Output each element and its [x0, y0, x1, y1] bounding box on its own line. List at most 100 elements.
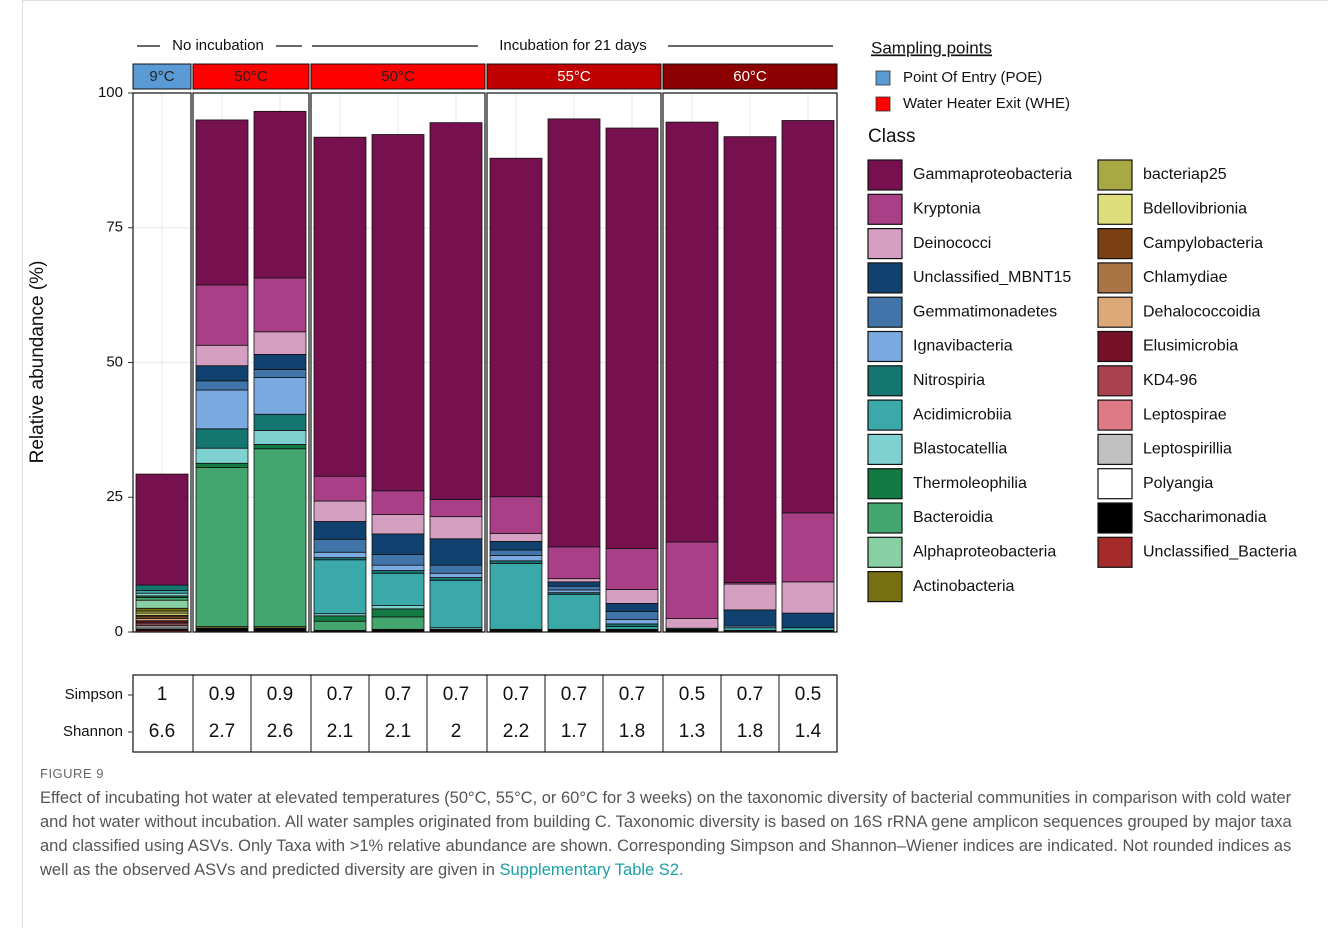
bar-segment	[605, 589, 659, 604]
legend-label: Water Heater Exit (WHE)	[903, 95, 1070, 112]
bar-segment	[253, 413, 307, 431]
legend-swatch	[1097, 296, 1133, 328]
bar-segment	[253, 430, 307, 445]
bar-segment	[723, 609, 777, 627]
panel-label: 55°C	[557, 68, 591, 85]
panel-border	[486, 92, 662, 633]
bar-segment	[253, 354, 307, 370]
bar-segment	[429, 564, 483, 574]
bar-segment	[253, 448, 307, 628]
bar-segment	[253, 627, 307, 632]
bar-segment	[253, 369, 307, 378]
group-header: No incubation	[172, 37, 264, 54]
legend-label: Campylobacteria	[1143, 235, 1263, 252]
legend-swatch	[867, 570, 903, 603]
panel-border	[132, 92, 192, 633]
y-tick-label: 50	[106, 353, 123, 370]
legend-label: bacteriap25	[1143, 166, 1227, 183]
table-value: 2.1	[385, 721, 411, 742]
legend-label: Point Of Entry (POE)	[903, 69, 1042, 86]
bar-segment	[313, 615, 367, 622]
bar-segment	[605, 603, 659, 612]
legend-label: Polyangia	[1143, 475, 1213, 492]
legend-swatch	[1097, 159, 1133, 191]
legend-label: Gemmatimonadetes	[913, 303, 1057, 320]
bar-segment	[547, 118, 601, 548]
legend-label: Kryptonia	[913, 201, 981, 218]
bar-segment	[665, 618, 719, 629]
legend-label: Thermoleophilia	[913, 475, 1027, 492]
bar-segment	[547, 578, 601, 583]
bar-segment	[547, 546, 601, 580]
bar-segment	[253, 331, 307, 355]
legend-swatch	[867, 433, 903, 465]
table-value: 1.8	[737, 721, 763, 742]
bar-segment	[195, 365, 249, 382]
legend-label: Actinobacteria	[913, 578, 1014, 595]
bar-segment	[371, 553, 425, 566]
legend-label: Bdellovibrionia	[1143, 201, 1247, 218]
table-value: 0.9	[209, 684, 235, 705]
bar-segment	[547, 589, 601, 594]
legend-swatch	[1097, 193, 1133, 225]
figure-frame	[22, 0, 1328, 928]
caption: Effect of incubating hot water at elevat…	[40, 786, 1310, 882]
table-value: 1.4	[795, 721, 822, 742]
table-value: 2.1	[327, 721, 353, 742]
bar-segment	[371, 533, 425, 555]
legend-label: Dehalococcoidia	[1143, 303, 1261, 320]
bar-segment	[135, 597, 189, 601]
legend-label: Ignavibacteria	[913, 338, 1013, 355]
table-row-label: Shannon	[63, 723, 123, 740]
bar-segment	[781, 612, 835, 629]
bar-segment	[313, 620, 367, 631]
bar-segment	[135, 607, 189, 612]
bar-segment	[313, 538, 367, 553]
legend-swatch	[867, 502, 903, 534]
bar-segment	[195, 284, 249, 346]
table-value: 0.7	[503, 684, 529, 705]
panel-strip	[486, 63, 662, 90]
legend-label: Unclassified_Bacteria	[1143, 544, 1297, 561]
table-value: 2.2	[503, 721, 529, 742]
group-header: Incubation for 21 days	[499, 37, 647, 54]
table-value: 2	[451, 721, 462, 742]
table-value: 1	[157, 684, 168, 705]
legend-label: Gammaproteobacteria	[913, 166, 1072, 183]
bar-segment	[605, 623, 659, 628]
bar-segment	[605, 626, 659, 630]
legend-swatch	[1097, 262, 1133, 294]
legend-label: Nitrospiria	[913, 372, 985, 389]
legend-label: Bacteroidia	[913, 509, 993, 526]
legend-label: Leptospirillia	[1143, 441, 1232, 458]
table-value: 2.6	[267, 721, 293, 742]
bar-segment	[195, 428, 249, 449]
bar-segment	[371, 605, 425, 610]
bar-segment	[489, 541, 543, 551]
legend-label: Blastocatellia	[913, 441, 1007, 458]
bar-segment	[313, 551, 367, 559]
bar-segment	[371, 572, 425, 606]
table-value: 0.7	[327, 684, 353, 705]
legend-label: Deinococci	[913, 235, 991, 252]
legend-title: Sampling points	[871, 38, 992, 57]
bar-segment	[723, 627, 777, 631]
legend-label: Acidimicrobiia	[913, 406, 1012, 423]
bar-segment	[665, 541, 719, 619]
bar-segment	[371, 570, 425, 574]
bar-segment	[489, 560, 543, 564]
bar-segment	[781, 120, 835, 514]
bar-segment	[723, 136, 777, 583]
bar-segment	[253, 377, 307, 415]
bar-segment	[371, 490, 425, 515]
legend-swatch	[867, 262, 903, 294]
bar-segment	[313, 500, 367, 522]
legend-swatch	[867, 159, 903, 191]
bar-segment	[313, 521, 367, 540]
bar-segment	[781, 581, 835, 614]
bar-segment	[371, 564, 425, 571]
bar-segment	[371, 616, 425, 630]
bar-segment	[429, 499, 483, 518]
caption-link[interactable]: Supplementary Table S2.	[499, 861, 684, 879]
panel-border	[310, 92, 486, 633]
